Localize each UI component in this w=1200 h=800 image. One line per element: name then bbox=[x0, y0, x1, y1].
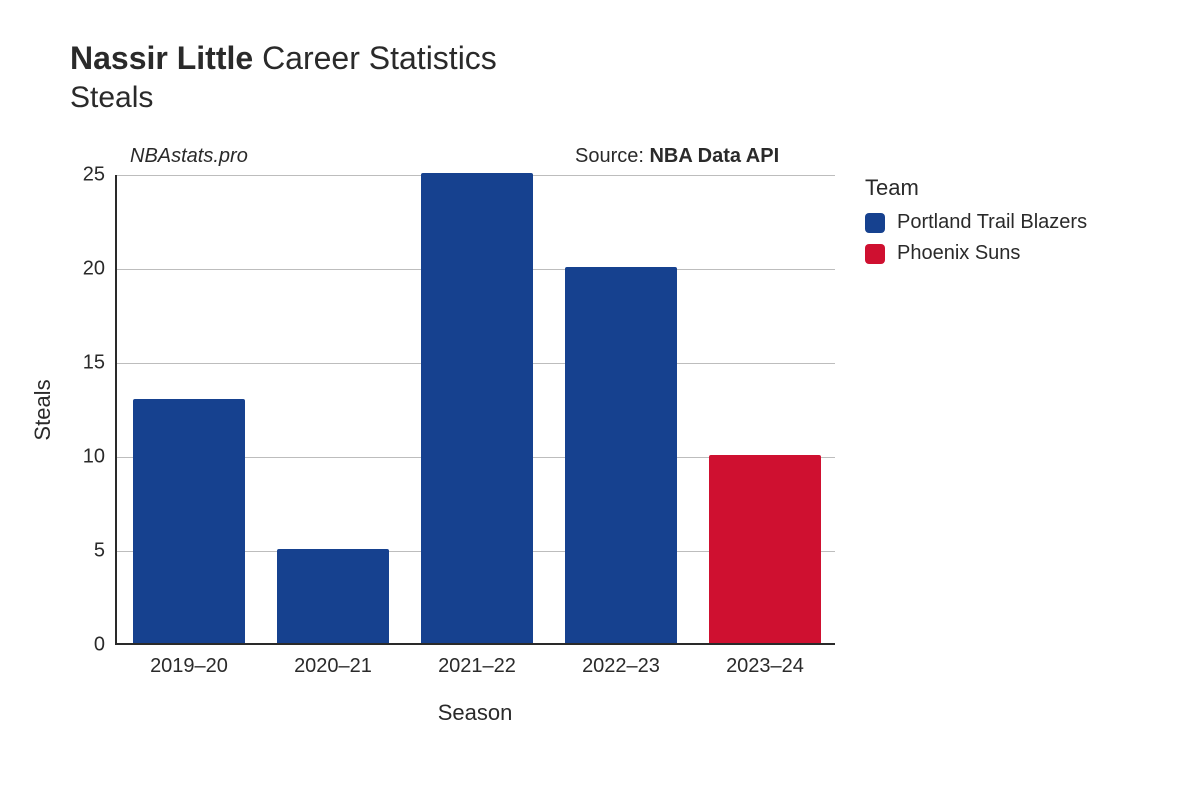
title-suffix: Career Statistics bbox=[262, 40, 497, 76]
x-tick-label: 2021–22 bbox=[438, 643, 516, 678]
chart-title-line1: Nassir Little Career Statistics bbox=[70, 40, 497, 77]
x-tick-label: 2019–20 bbox=[150, 643, 228, 678]
bar bbox=[133, 399, 245, 643]
source-prefix: Source: bbox=[575, 145, 649, 167]
chart-title-line2: Steals bbox=[70, 81, 497, 115]
y-tick-label: 25 bbox=[83, 164, 117, 187]
bar bbox=[709, 455, 821, 643]
chart-container: Nassir Little Career Statistics Steals N… bbox=[0, 0, 1200, 800]
plot-area: 05101520252019–202020–212021–222022–2320… bbox=[115, 175, 835, 645]
player-name: Nassir Little bbox=[70, 40, 253, 76]
y-tick-label: 20 bbox=[83, 258, 117, 281]
x-tick-label: 2023–24 bbox=[726, 643, 804, 678]
watermark: NBAstats.pro bbox=[130, 145, 248, 168]
x-tick-label: 2022–23 bbox=[582, 643, 660, 678]
y-tick-label: 0 bbox=[94, 634, 117, 657]
legend-swatch bbox=[865, 213, 885, 233]
y-tick-label: 15 bbox=[83, 352, 117, 375]
bar bbox=[565, 267, 677, 643]
chart-title-block: Nassir Little Career Statistics Steals bbox=[70, 40, 497, 115]
bar bbox=[421, 173, 533, 643]
x-axis-label: Season bbox=[438, 700, 513, 726]
x-tick-label: 2020–21 bbox=[294, 643, 372, 678]
y-axis-label: Steals bbox=[30, 379, 56, 440]
y-tick-label: 5 bbox=[94, 540, 117, 563]
y-tick-label: 10 bbox=[83, 446, 117, 469]
legend-title: Team bbox=[865, 175, 1087, 201]
legend-swatch bbox=[865, 244, 885, 264]
legend-label: Portland Trail Blazers bbox=[897, 211, 1087, 234]
legend-label: Phoenix Suns bbox=[897, 242, 1020, 265]
source-name: NBA Data API bbox=[649, 145, 779, 167]
source-attribution: Source: NBA Data API bbox=[575, 145, 779, 168]
legend-item: Portland Trail Blazers bbox=[865, 211, 1087, 234]
legend: Team Portland Trail Blazers Phoenix Suns bbox=[865, 175, 1087, 273]
legend-item: Phoenix Suns bbox=[865, 242, 1087, 265]
bar bbox=[277, 549, 389, 643]
